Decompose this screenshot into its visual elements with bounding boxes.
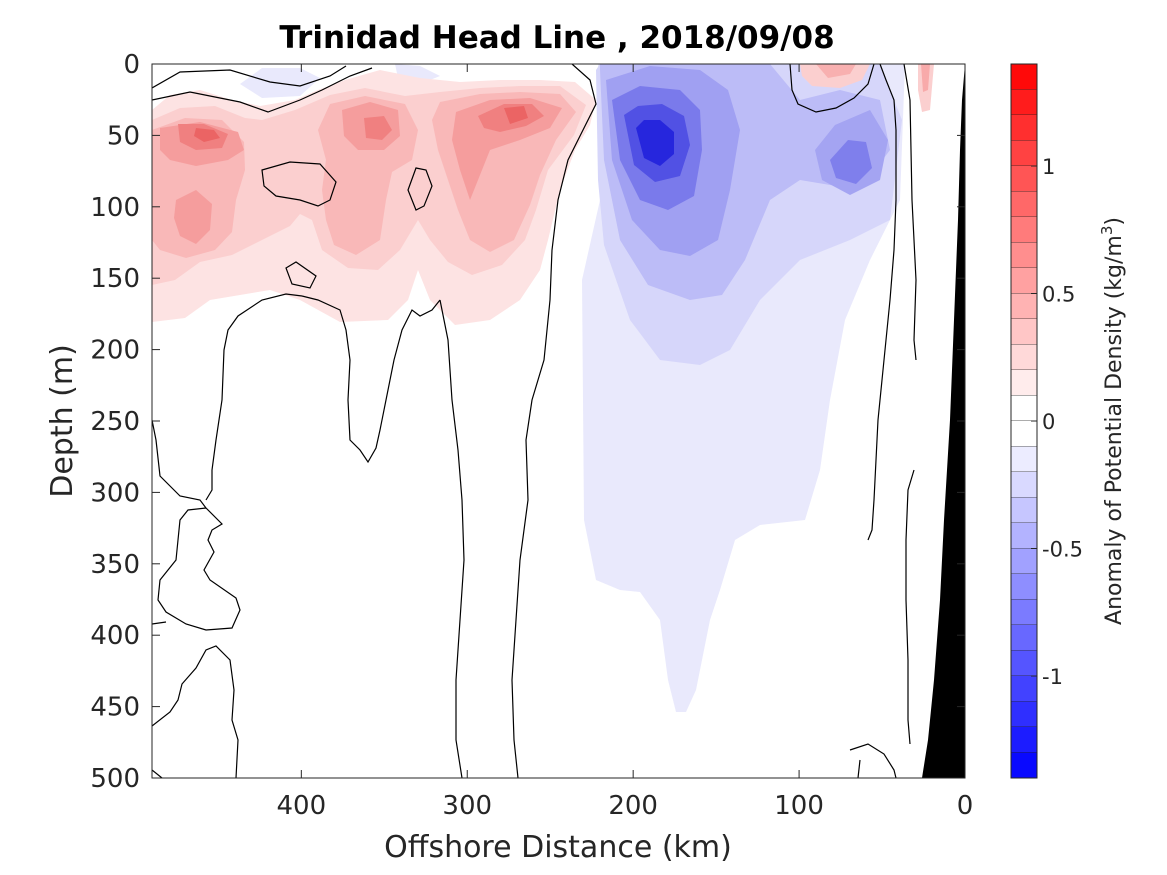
colorbar-swatch xyxy=(1011,140,1037,167)
colorbar-swatch xyxy=(1011,242,1037,269)
positive-anomaly-coastal-core xyxy=(921,64,930,92)
colorbar-swatch xyxy=(1011,497,1037,524)
zero-contour-line xyxy=(849,743,897,778)
colorbar-swatch xyxy=(1011,574,1037,600)
colorbar-swatch xyxy=(1011,64,1037,90)
colorbar-swatch xyxy=(1011,752,1037,779)
zero-contour-line xyxy=(152,621,167,625)
zero-contour-line xyxy=(152,419,241,631)
colorbar-swatch xyxy=(1011,472,1037,498)
positive-anomaly-band-6b xyxy=(504,106,528,124)
zero-contour-line xyxy=(903,64,917,361)
zero-contour-line xyxy=(407,167,433,211)
positive-anomaly-band-4b xyxy=(174,190,212,244)
colorbar-label-prefix: Anomaly of Potential Density (kg/m xyxy=(1102,235,1127,625)
colorbar-tick-label: -0.5 xyxy=(1042,538,1083,562)
zero-contour-line xyxy=(205,293,303,501)
colorbar-label-suffix: ) xyxy=(1102,217,1127,226)
y-tick-label: 400 xyxy=(90,621,140,651)
bathymetry-mask xyxy=(922,64,965,778)
zero-contours xyxy=(152,64,917,778)
y-tick-label: 200 xyxy=(90,336,140,366)
colorbar-swatch xyxy=(1011,676,1037,702)
colorbar-swatch xyxy=(1011,191,1037,218)
colorbar-swatch xyxy=(1011,701,1037,728)
colorbar-tick-label: 0 xyxy=(1042,410,1055,434)
x-tick-label: 300 xyxy=(442,791,492,821)
colorbar-swatch xyxy=(1011,115,1037,141)
x-tick-label: 100 xyxy=(774,791,824,821)
positive-anomaly-band-5b xyxy=(364,116,392,140)
y-tick-label: 350 xyxy=(90,550,140,580)
colorbar-swatch xyxy=(1011,523,1037,549)
y-tick-label: 250 xyxy=(90,407,140,437)
zero-contour-line xyxy=(905,469,915,745)
colorbar-swatch xyxy=(1011,89,1037,116)
colorbar-swatch xyxy=(1011,446,1037,473)
positive-anomaly-band-6 xyxy=(194,128,220,142)
zero-contour-line xyxy=(867,64,897,541)
zero-contour-line xyxy=(152,67,373,113)
colorbar-swatch xyxy=(1011,370,1037,396)
axis-ticks: 400 300 200 100 0 0 50 100 150 200 250 300 350 400 450… xyxy=(90,50,973,821)
y-tick-label: 500 xyxy=(90,764,140,794)
colorbar-tick-label: 0.5 xyxy=(1042,283,1075,307)
colorbar-swatch xyxy=(1011,166,1037,192)
x-axis-label: Offshore Distance (km) xyxy=(384,830,732,865)
colorbar-tick-label: 1 xyxy=(1042,155,1055,179)
x-tick-label: 200 xyxy=(608,791,658,821)
zero-contour-line xyxy=(152,769,163,778)
colorbar-swatch xyxy=(1011,395,1037,422)
zero-contour-line xyxy=(439,299,465,778)
x-tick-label: 0 xyxy=(957,791,974,821)
colorbar-label: Anomaly of Potential Density (kg/m3) xyxy=(1098,217,1127,625)
plot-area xyxy=(152,64,965,778)
zero-contour-line xyxy=(857,759,861,778)
colorbar-swatch xyxy=(1011,319,1037,345)
colorbar-swatch xyxy=(1011,650,1037,677)
negative-anomaly-core xyxy=(636,120,674,166)
colorbar-swatch xyxy=(1011,268,1037,294)
colorbar-swatch xyxy=(1011,599,1037,626)
y-axis-label: Depth (m) xyxy=(45,344,80,498)
x-tick-label: 400 xyxy=(277,791,327,821)
zero-contour-line xyxy=(261,161,337,207)
y-tick-label: 300 xyxy=(90,478,140,508)
zero-contour-line xyxy=(301,295,441,464)
y-tick-label: 50 xyxy=(107,121,140,151)
colorbar-swatch xyxy=(1011,548,1037,575)
zero-contour-line xyxy=(285,261,317,289)
colorbar-swatch xyxy=(1011,217,1037,243)
negative-anomaly-lobe-core xyxy=(830,140,872,184)
colorbar-swatch xyxy=(1011,625,1037,651)
chart-title: Trinidad Head Line , 2018/09/08 xyxy=(279,20,834,56)
colorbar-swatch xyxy=(1011,421,1037,447)
y-tick-label: 150 xyxy=(90,264,140,294)
positive-anomaly-top-right-core xyxy=(816,64,856,78)
zero-contour-line xyxy=(789,64,875,113)
colorbar-label-superscript: 3 xyxy=(1098,226,1116,236)
colorbar-swatch xyxy=(1011,293,1037,320)
y-tick-label: 100 xyxy=(90,193,140,223)
colorbar-tick-label: -1 xyxy=(1042,665,1063,689)
zero-contour-line xyxy=(511,64,597,778)
y-tick-label: 0 xyxy=(123,50,140,80)
zero-contour-line xyxy=(152,65,347,89)
y-tick-label: 450 xyxy=(90,693,140,723)
colorbar: 1 0.5 0 -0.5 -1 xyxy=(1010,63,1083,779)
zero-contour-line xyxy=(152,645,239,778)
colorbar-swatch xyxy=(1011,727,1037,753)
colorbar-swatch xyxy=(1011,344,1037,371)
positive-anomaly-band-4d xyxy=(452,98,562,200)
